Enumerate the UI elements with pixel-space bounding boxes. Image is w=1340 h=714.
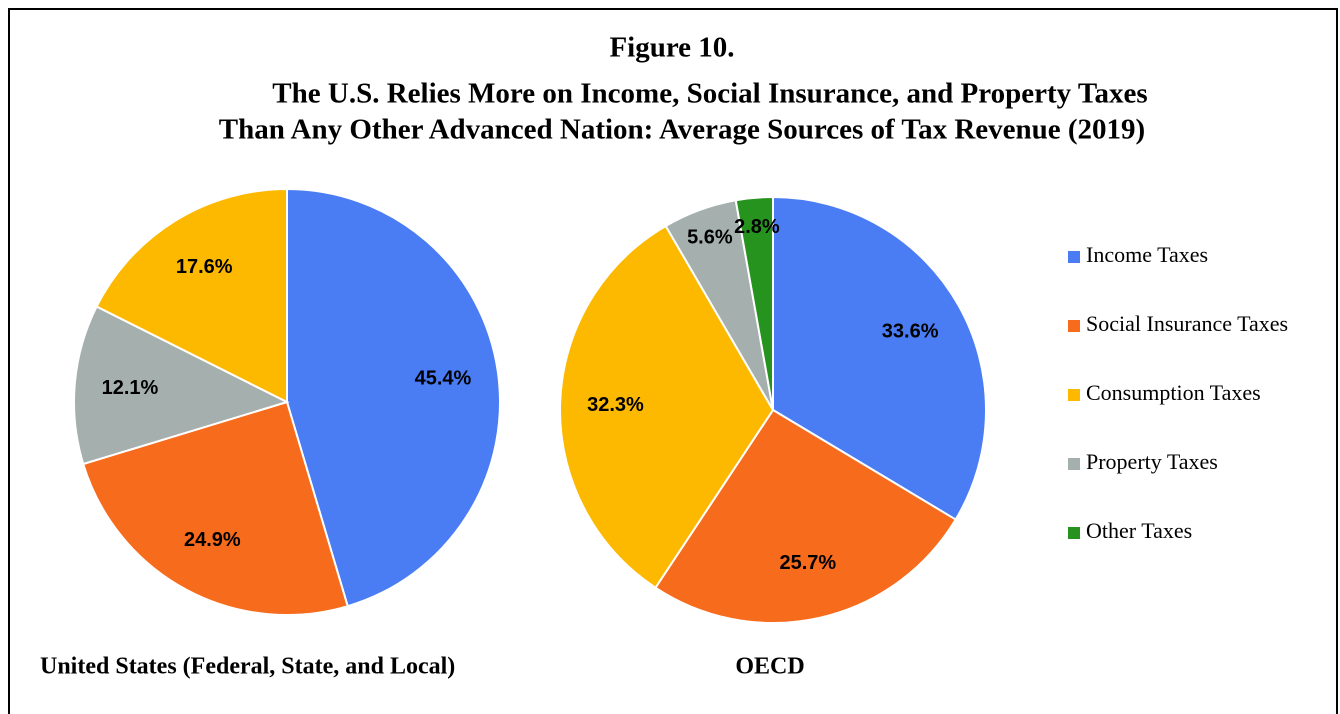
legend-swatch bbox=[1068, 458, 1080, 470]
title-line: The U.S. Relies More on Income, Social I… bbox=[272, 78, 1147, 110]
data-label: 33.6% bbox=[882, 321, 939, 343]
legend-swatch bbox=[1068, 251, 1080, 263]
data-label: 45.4% bbox=[415, 368, 472, 390]
legend-swatch bbox=[1068, 320, 1080, 332]
pie-slice bbox=[772, 195, 987, 521]
frame bbox=[8, 8, 1338, 714]
pie-caption: United States (Federal, State, and Local… bbox=[40, 654, 455, 680]
pie-slice bbox=[73, 305, 290, 466]
pie-slice bbox=[286, 187, 501, 608]
legend-label: Consumption Taxes bbox=[1086, 380, 1261, 405]
data-label: 17.6% bbox=[176, 256, 233, 278]
title-line: Figure 10. bbox=[609, 32, 734, 64]
legend-swatch bbox=[1068, 527, 1080, 539]
data-label: 24.9% bbox=[184, 529, 241, 551]
data-label: 12.1% bbox=[102, 377, 159, 399]
pie-slice bbox=[559, 224, 775, 590]
legend-label: Social Insurance Taxes bbox=[1086, 311, 1288, 336]
legend-label: Property Taxes bbox=[1086, 449, 1218, 474]
data-label: 25.7% bbox=[780, 552, 837, 574]
data-label: 2.8% bbox=[734, 216, 780, 238]
title-line: Than Any Other Advanced Nation: Average … bbox=[219, 114, 1145, 146]
pie-slice bbox=[734, 195, 774, 411]
data-label: 5.6% bbox=[687, 226, 733, 248]
pie-slice bbox=[81, 400, 349, 616]
legend-label: Income Taxes bbox=[1086, 242, 1208, 267]
legend-label: Other Taxes bbox=[1086, 518, 1192, 543]
pie-caption: OECD bbox=[735, 654, 804, 680]
pie-slice bbox=[95, 187, 288, 404]
data-label: 32.3% bbox=[587, 394, 644, 416]
legend-swatch bbox=[1068, 389, 1080, 401]
pie-slice bbox=[654, 408, 958, 624]
